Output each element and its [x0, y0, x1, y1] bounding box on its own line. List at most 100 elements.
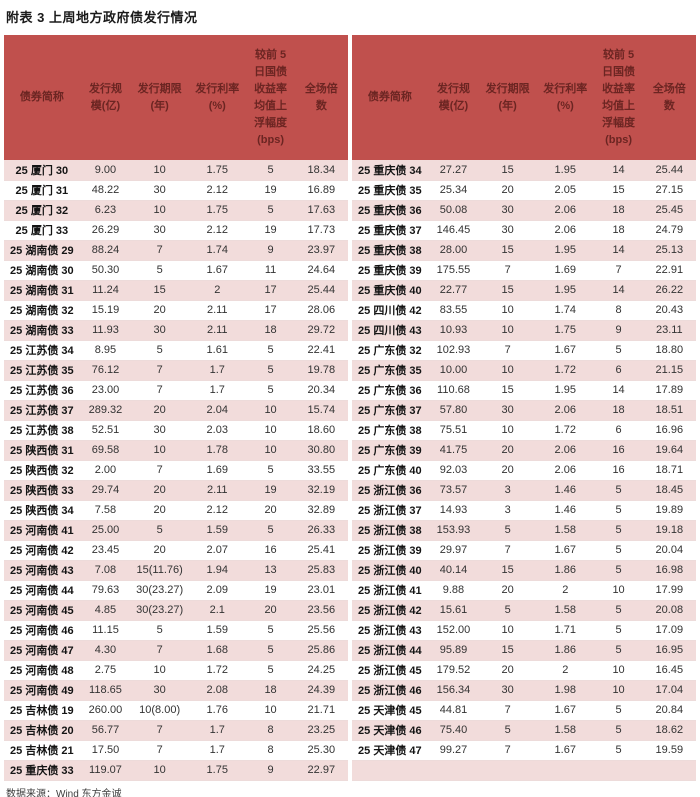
value-cell: 15 — [131, 280, 189, 301]
value-cell: 5 — [246, 360, 295, 381]
value-cell: 6 — [594, 360, 643, 381]
value-cell: 10 — [479, 420, 537, 441]
value-cell: 7 — [594, 260, 643, 281]
bond-name-cell: 25 湖南债 31 — [4, 280, 80, 301]
value-cell: 10 — [131, 760, 189, 781]
value-cell: 83.55 — [427, 300, 480, 321]
bond-name-cell: 25 浙江债 41 — [352, 580, 428, 601]
value-cell: 5 — [131, 260, 189, 281]
value-cell: 5 — [246, 460, 295, 481]
value-cell: 175.55 — [427, 260, 480, 281]
table-row: 25 河南债 42 23.45 20 2.07 16 25.41 — [4, 540, 348, 561]
value-cell — [427, 760, 480, 781]
header-row: 债券简称 发行规模(亿) 发行期限(年) 发行利率(%) 较前 5 日国债收益率… — [4, 35, 348, 160]
bond-name-cell: 25 重庆债 33 — [4, 760, 80, 781]
value-cell: 20 — [246, 500, 295, 521]
value-cell: 17.99 — [642, 580, 696, 601]
value-cell: 2.08 — [188, 680, 247, 701]
value-cell: 30 — [131, 420, 189, 441]
bond-name-cell: 25 湖南债 29 — [4, 240, 80, 261]
value-cell: 20 — [479, 460, 537, 481]
col-header-term: 发行期限(年) — [479, 35, 537, 160]
bond-name-cell: 25 浙江债 42 — [352, 600, 428, 621]
table-row: 25 广东债 35 10.00 10 1.72 6 21.15 — [352, 360, 696, 381]
table-row: 25 厦门 32 6.23 10 1.75 5 17.63 — [4, 200, 348, 221]
table-row: 25 湖南债 31 11.24 15 2 17 25.44 — [4, 280, 348, 301]
value-cell: 18 — [246, 320, 295, 341]
value-cell — [536, 760, 595, 781]
value-cell: 1.59 — [188, 520, 247, 541]
value-cell: 20 — [131, 500, 189, 521]
value-cell: 75.40 — [427, 720, 480, 741]
table-row: 25 陕西债 32 2.00 7 1.69 5 33.55 — [4, 460, 348, 481]
value-cell: 30 — [479, 220, 537, 241]
value-cell: 5 — [594, 560, 643, 581]
value-cell: 16.95 — [642, 640, 696, 661]
value-cell: 2 — [536, 580, 595, 601]
bond-name-cell: 25 天津债 45 — [352, 700, 428, 721]
table-row: 25 江苏债 35 76.12 7 1.7 5 19.78 — [4, 360, 348, 381]
value-cell: 5 — [594, 720, 643, 741]
value-cell: 1.67 — [536, 540, 595, 561]
table-row: 25 浙江债 41 9.88 20 2 10 17.99 — [352, 580, 696, 601]
value-cell: 7 — [131, 240, 189, 261]
value-cell: 5 — [246, 340, 295, 361]
value-cell: 14.93 — [427, 500, 480, 521]
value-cell: 260.00 — [79, 700, 132, 721]
value-cell: 1.74 — [536, 300, 595, 321]
bond-name-cell: 25 重庆债 40 — [352, 280, 428, 301]
bond-name-cell: 25 重庆债 34 — [352, 160, 428, 181]
value-cell: 27.27 — [427, 160, 480, 181]
table-row: 25 浙江债 40 40.14 15 1.86 5 16.98 — [352, 560, 696, 581]
value-cell: 18 — [594, 400, 643, 421]
value-cell: 146.45 — [427, 220, 480, 241]
value-cell: 5 — [594, 340, 643, 361]
table-row: 25 重庆债 34 27.27 15 1.95 14 25.44 — [352, 160, 696, 181]
right-table-body: 25 重庆债 34 27.27 15 1.95 14 25.44 25 重庆债 35 25.3… — [352, 160, 696, 781]
value-cell: 7 — [479, 700, 537, 721]
value-cell: 14 — [594, 380, 643, 401]
value-cell: 1.74 — [188, 240, 247, 261]
value-cell: 1.72 — [536, 420, 595, 441]
value-cell: 1.67 — [536, 700, 595, 721]
col-header-spread-bps: 较前 5 日国债收益率均值上浮幅度(bps) — [594, 35, 643, 160]
value-cell: 25.56 — [294, 620, 348, 641]
bond-name-cell: 25 江苏债 34 — [4, 340, 80, 361]
table-row: 25 河南债 45 4.85 30(23.27) 2.1 20 23.56 — [4, 600, 348, 621]
bond-table-right: 债券简称 发行规模(亿) 发行期限(年) 发行利率(%) 较前 5 日国债收益率… — [352, 35, 696, 781]
bond-name-cell: 25 河南债 47 — [4, 640, 80, 661]
value-cell: 29.74 — [79, 480, 132, 501]
value-cell: 1.7 — [188, 740, 247, 761]
value-cell: 1.69 — [536, 260, 595, 281]
value-cell: 1.46 — [536, 480, 595, 501]
value-cell: 1.86 — [536, 640, 595, 661]
value-cell: 11 — [246, 260, 295, 281]
value-cell: 15 — [479, 160, 537, 181]
table-row: 25 江苏债 38 52.51 30 2.03 10 18.60 — [4, 420, 348, 441]
value-cell: 48.22 — [79, 180, 132, 201]
table-row: 25 重庆债 37 146.45 30 2.06 18 24.79 — [352, 220, 696, 241]
bond-name-cell: 25 河南债 44 — [4, 580, 80, 601]
table-row: 25 天津债 45 44.81 7 1.67 5 20.84 — [352, 700, 696, 721]
value-cell: 32.89 — [294, 500, 348, 521]
table-row — [352, 760, 696, 781]
value-cell: 8 — [246, 720, 295, 741]
value-cell: 18.34 — [294, 160, 348, 181]
table-row: 25 江苏债 36 23.00 7 1.7 5 20.34 — [4, 380, 348, 401]
value-cell: 23.45 — [79, 540, 132, 561]
bond-name-cell: 25 浙江债 38 — [352, 520, 428, 541]
value-cell: 1.78 — [188, 440, 247, 461]
header-row: 债券简称 发行规模(亿) 发行期限(年) 发行利率(%) 较前 5 日国债收益率… — [352, 35, 696, 160]
value-cell: 5 — [131, 620, 189, 641]
value-cell: 1.68 — [188, 640, 247, 661]
bond-name-cell: 25 广东债 32 — [352, 340, 428, 361]
bond-name-cell: 25 河南债 45 — [4, 600, 80, 621]
value-cell: 16 — [246, 540, 295, 561]
value-cell: 19.18 — [642, 520, 696, 541]
value-cell: 7 — [479, 260, 537, 281]
table-row: 25 河南债 49 118.65 30 2.08 18 24.39 — [4, 680, 348, 701]
value-cell: 20.08 — [642, 600, 696, 621]
value-cell: 18.60 — [294, 420, 348, 441]
value-cell: 50.08 — [427, 200, 480, 221]
value-cell: 92.03 — [427, 460, 480, 481]
